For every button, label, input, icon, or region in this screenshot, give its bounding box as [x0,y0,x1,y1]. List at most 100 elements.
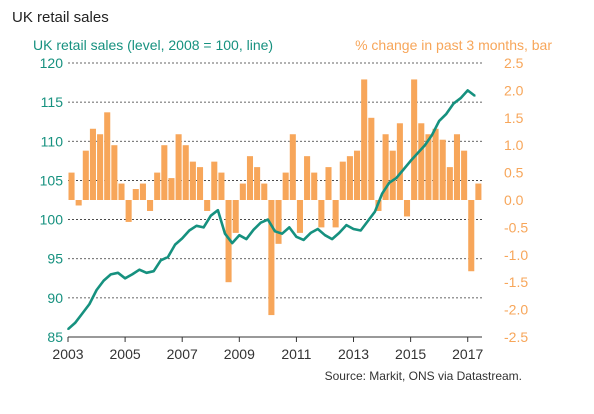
x-tick-label: 2003 [52,346,83,362]
line-point [366,220,369,222]
line-point [409,160,412,162]
bar [161,145,168,200]
bar [204,200,211,211]
bar [311,172,318,200]
chart-title: UK retail sales [12,9,109,26]
line-point [159,259,162,262]
bar [418,123,425,200]
bar [132,189,139,200]
bar [396,123,403,200]
right-tick-label: -2.5 [504,329,528,345]
bar [354,150,361,200]
bar [82,150,89,200]
line-point [281,232,283,235]
bar [282,172,289,200]
left-tick-label: 95 [47,251,63,267]
x-tick-label: 2009 [224,346,255,362]
line-point [331,238,333,240]
left-tick-label: 120 [40,55,64,71]
line-point [88,303,91,305]
line-point [167,256,169,258]
line-point [345,224,348,226]
x-axis-ticks: 2003 2005 2007 2009 2011 2013 2015 2017 [52,337,484,362]
left-tick-label: 110 [41,133,64,149]
bar [239,183,246,200]
line-point [374,210,376,213]
line-point [217,209,219,211]
bar [225,200,232,283]
bar [139,183,146,200]
line-point [295,235,298,238]
line-point [124,277,126,280]
bar [125,200,132,222]
bar [432,128,439,200]
bar [196,167,204,200]
line-point [67,328,69,330]
x-tick-label: 2005 [110,346,141,362]
bar [189,161,196,200]
bar [468,200,475,272]
bar [246,156,254,200]
line-point [388,181,391,184]
bar [389,150,396,200]
line-point [416,152,419,154]
left-axis-ticks: 85 90 95 100 105 110 115 120 [40,55,64,345]
bar [268,200,275,316]
left-tick-label: 105 [40,172,64,188]
bar [475,183,482,200]
bar [118,183,125,200]
right-tick-label: 1.0 [504,137,524,153]
bar [403,200,411,217]
line-point [102,279,105,282]
right-tick-label: -2.0 [504,302,528,318]
right-tick-label: 1.5 [504,110,524,126]
line-point [452,102,455,105]
bar [461,150,468,200]
bar [147,200,154,211]
bar [232,200,239,233]
right-tick-label: -0.5 [504,219,528,235]
source-note: Source: Markit, ONS via Datastream. [325,369,522,383]
bar [211,161,218,200]
left-tick-label: 90 [47,290,63,306]
line-point [381,192,383,195]
bar [261,183,268,200]
line-point [188,229,191,232]
bar [304,156,311,200]
line-point [252,228,255,231]
bar [325,167,332,200]
line-series [67,89,476,331]
line-point [395,177,398,179]
line-point [352,228,355,230]
line-point [288,226,291,229]
right-axis-label: % change in past 3 months, bar [355,37,552,53]
bar [275,200,282,244]
line-point [402,168,405,171]
line-point [317,228,319,230]
bar-series [68,79,482,316]
right-tick-label: 2.5 [504,55,524,71]
line-point [474,95,476,97]
bar [75,200,82,206]
line-point [424,144,426,146]
right-tick-label: 0.5 [504,165,524,181]
left-tick-label: 100 [40,212,64,228]
line-point [95,289,98,291]
line-point [81,312,84,315]
line-point [202,226,205,229]
bar [296,200,303,233]
line-point [110,273,112,276]
bar [453,134,461,200]
bar [361,79,368,200]
right-tick-label: 0.0 [504,192,524,208]
bar [446,167,453,200]
line-point [209,214,212,217]
bar [68,172,75,200]
line-path [67,89,476,331]
line-point [324,234,326,237]
bar [346,156,353,200]
line-point [274,230,276,233]
bar [411,79,418,200]
x-tick-label: 2015 [395,346,426,362]
